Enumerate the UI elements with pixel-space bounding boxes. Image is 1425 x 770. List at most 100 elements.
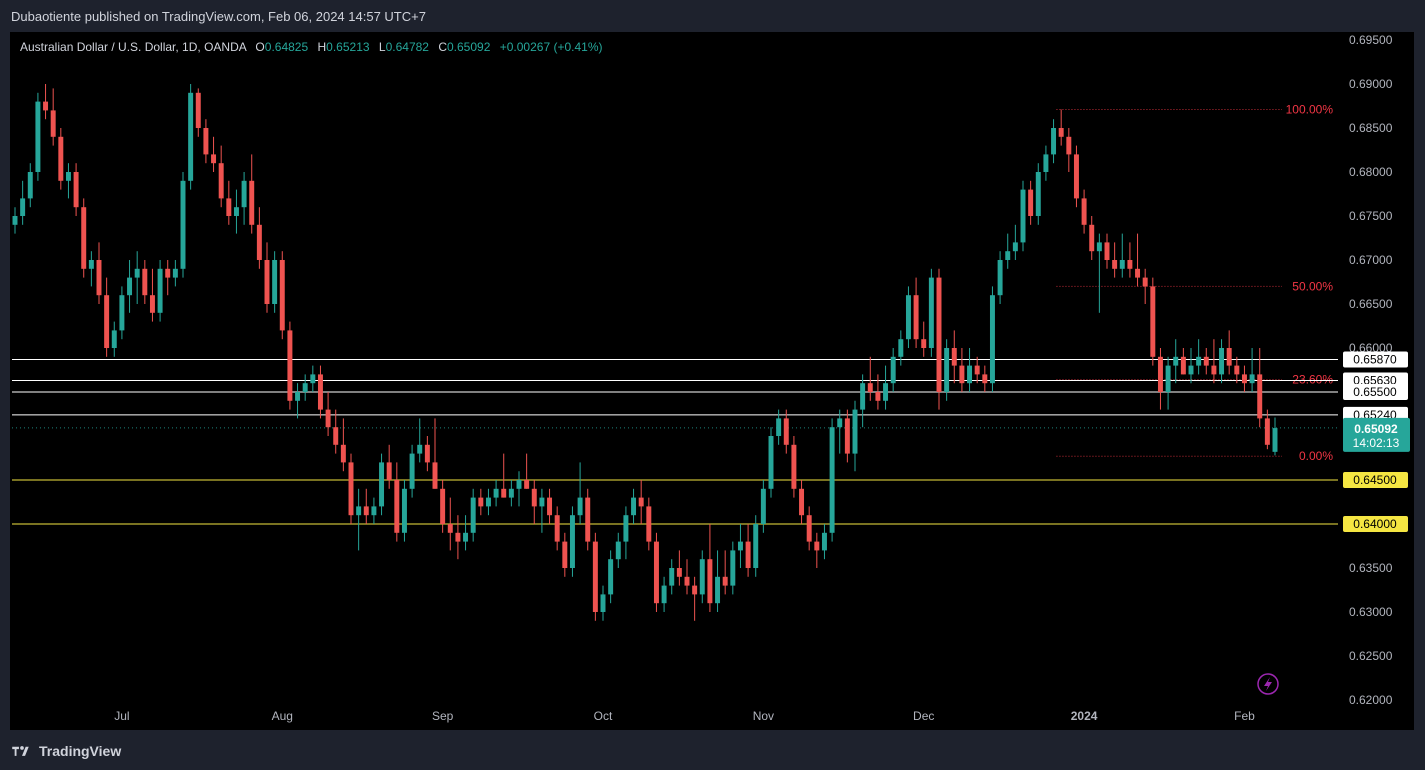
candle-body: [516, 480, 522, 489]
candle-body: [333, 427, 339, 445]
candle-body: [81, 207, 87, 269]
candle-body: [531, 488, 537, 507]
candle-body: [615, 541, 621, 560]
candle-body: [287, 330, 293, 401]
candle-body: [1104, 242, 1110, 260]
candle-body: [1165, 365, 1171, 392]
candle-body: [470, 497, 476, 533]
candle-body: [783, 418, 789, 445]
price-axis-label: 0.65500: [1353, 385, 1397, 399]
y-tick-label: 0.62500: [1349, 649, 1393, 663]
candle-body: [1058, 128, 1064, 137]
candle-body: [142, 268, 148, 296]
candle-body: [1234, 365, 1240, 375]
candle-body: [317, 374, 323, 410]
last-price-value: 0.65092: [1354, 422, 1398, 436]
candle-body: [951, 348, 957, 366]
candle-body: [806, 515, 812, 542]
open-value: 0.64825: [264, 40, 309, 54]
candle-body: [180, 180, 186, 269]
close-value: 0.65092: [447, 40, 491, 54]
candle-body: [921, 339, 927, 348]
candle-body: [1257, 374, 1263, 419]
y-tick-label: 0.68000: [1349, 165, 1393, 179]
y-tick-label: 0.69500: [1349, 33, 1393, 47]
candle-body: [1089, 224, 1095, 252]
candle-body: [211, 154, 217, 164]
candle-body: [50, 110, 56, 137]
candle-body: [1157, 356, 1163, 392]
candle-body: [623, 515, 629, 542]
candle-body: [417, 444, 423, 454]
candle-body: [111, 330, 117, 348]
candle-body: [455, 532, 461, 542]
candle-body: [508, 488, 514, 498]
candle-body: [631, 497, 637, 516]
candle-body: [684, 576, 690, 586]
candle-body: [875, 392, 881, 401]
candle-body: [967, 365, 973, 384]
candle-body: [1249, 374, 1255, 384]
price-axis-label: 0.65870: [1353, 352, 1397, 366]
candle-body: [928, 277, 934, 348]
candle-body: [1203, 356, 1209, 366]
candle-body: [799, 488, 805, 516]
symbol-title: Australian Dollar / U.S. Dollar, 1D, OAN…: [20, 40, 247, 54]
candle-body: [776, 418, 782, 436]
candle-body: [394, 480, 400, 533]
fib-level-label: 0.00%: [1299, 449, 1333, 463]
candle-body: [188, 92, 194, 181]
candle-body: [463, 532, 469, 542]
candle-body: [867, 383, 873, 392]
candle-body: [149, 295, 155, 313]
candle-body: [96, 260, 102, 296]
x-tick-label: Aug: [272, 709, 293, 723]
candle-body: [348, 462, 354, 516]
candle-body: [432, 462, 438, 489]
candle-body: [226, 198, 232, 216]
candle-body: [1135, 268, 1141, 278]
candle-body: [172, 268, 178, 278]
candle-body: [569, 515, 575, 568]
candle-body: [195, 92, 201, 128]
candle-body: [340, 444, 346, 463]
candle-body: [58, 136, 64, 181]
candle-body: [730, 550, 736, 586]
symbol-legend: Australian Dollar / U.S. Dollar, 1D, OAN…: [20, 40, 602, 54]
candle-body: [539, 497, 545, 507]
x-tick-label: Nov: [753, 709, 774, 723]
candle-body: [753, 524, 759, 568]
lightning-bolt-icon: [1264, 677, 1272, 691]
candle-body: [233, 207, 239, 216]
candle-body: [1051, 128, 1057, 155]
fib-level-label: 100.00%: [1286, 103, 1334, 117]
price-axis-label-bg: [1343, 516, 1408, 532]
candle-body: [1112, 260, 1118, 269]
candle-body: [944, 348, 950, 392]
candle-body: [256, 224, 262, 260]
candle-body: [791, 444, 797, 489]
candle-body: [547, 497, 553, 516]
candle-body: [440, 488, 446, 524]
candle-body: [1264, 418, 1270, 445]
candle-body: [883, 383, 889, 401]
candle-body: [1035, 172, 1041, 216]
top-bar: Dubaotiente published on TradingView.com…: [0, 0, 1425, 32]
candle-body: [821, 532, 827, 551]
candle-body: [65, 172, 71, 181]
candle-body: [1211, 365, 1217, 375]
candle-body: [325, 409, 331, 428]
candle-body: [12, 216, 18, 225]
y-tick-label: 0.68500: [1349, 121, 1393, 135]
x-tick-label: Dec: [913, 709, 934, 723]
candle-body: [1241, 374, 1247, 384]
candle-body: [478, 497, 484, 507]
candle-body: [447, 524, 453, 533]
x-tick-label: Jul: [114, 709, 129, 723]
candle-body: [676, 568, 682, 577]
candle-body: [302, 383, 308, 392]
candle-body: [1066, 136, 1072, 155]
candle-body: [737, 541, 743, 551]
candle-body: [524, 480, 530, 489]
